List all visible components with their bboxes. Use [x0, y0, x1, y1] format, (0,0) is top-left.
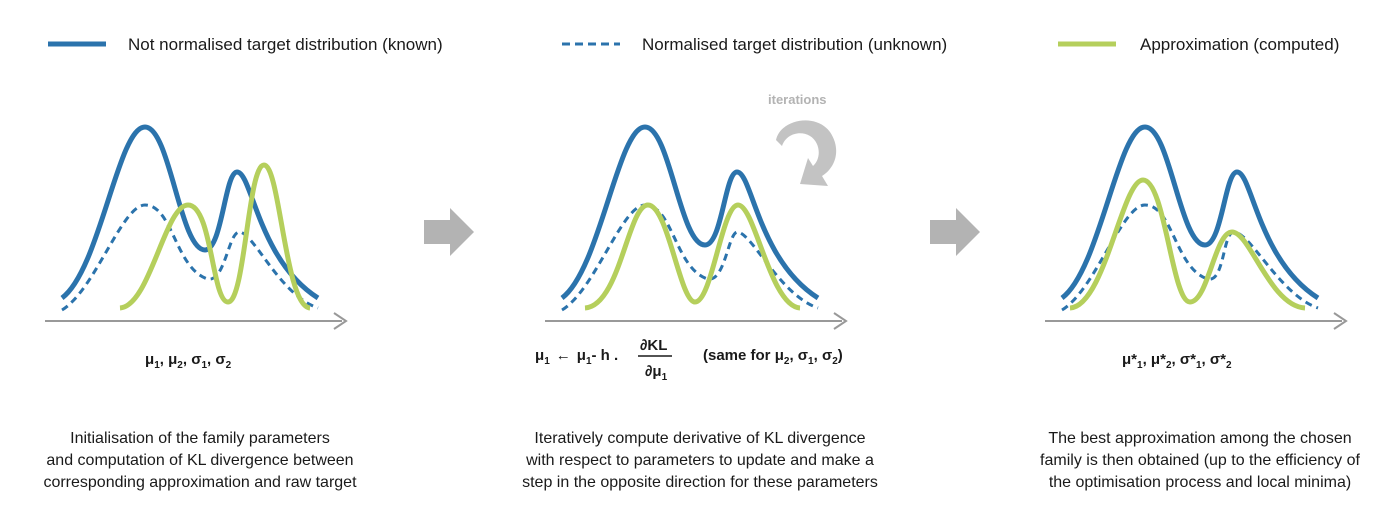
params-label: μ1, μ2, σ1, σ2	[145, 351, 232, 371]
circular-arrow-icon	[776, 120, 837, 186]
arrow-right-icon	[930, 208, 980, 256]
x-axis-arrow-icon	[833, 312, 848, 330]
svg-text:μ1←μ1- h .: μ1 ← μ1- h .	[535, 347, 618, 367]
caption-initialisation: Initialisation of the family parameters …	[43, 430, 357, 491]
arrow-right-icon	[424, 208, 474, 256]
svg-text:(same for μ2, σ1, σ2): (same for μ2, σ1, σ2)	[703, 347, 843, 367]
normalised-target-curve	[61, 203, 319, 312]
panel-iteration: iterations μ1 ← μ1- h . ∂KL ∂μ1 (same for …	[535, 92, 848, 383]
legend-label-unknown: Normalised target distribution (unknown)	[642, 35, 947, 54]
svg-text:∂KL: ∂KL	[640, 337, 667, 354]
iterations-label: iterations	[768, 92, 827, 107]
target-curve	[1060, 124, 1320, 301]
legend: Not normalised target distribution (know…	[48, 35, 1339, 54]
update-rule-formula: μ1 ← μ1- h . ∂KL ∂μ1 (same for μ2, σ1, σ2)	[535, 337, 843, 383]
normalised-target-curve	[561, 203, 819, 312]
optimal-params-label: μ*1, μ*2, σ*1, σ*2	[1122, 351, 1232, 371]
approximation-curve	[584, 202, 801, 311]
x-axis-arrow-icon	[333, 312, 348, 330]
approximation-curve	[119, 162, 312, 311]
caption-result: The best approximation among the chosen …	[1040, 430, 1360, 491]
legend-label-approx: Approximation (computed)	[1140, 35, 1339, 54]
panel-result: μ*1, μ*2, σ*1, σ*2	[1045, 124, 1348, 371]
panel-initialisation: μ1, μ2, σ1, σ2	[45, 124, 348, 371]
approximation-curve	[1069, 177, 1306, 311]
svg-text:∂μ1: ∂μ1	[645, 363, 668, 383]
caption-iteration: Iteratively compute derivative of KL div…	[522, 430, 878, 491]
target-curve	[560, 124, 820, 301]
x-axis-arrow-icon	[1333, 312, 1348, 330]
legend-label-known: Not normalised target distribution (know…	[128, 35, 443, 54]
